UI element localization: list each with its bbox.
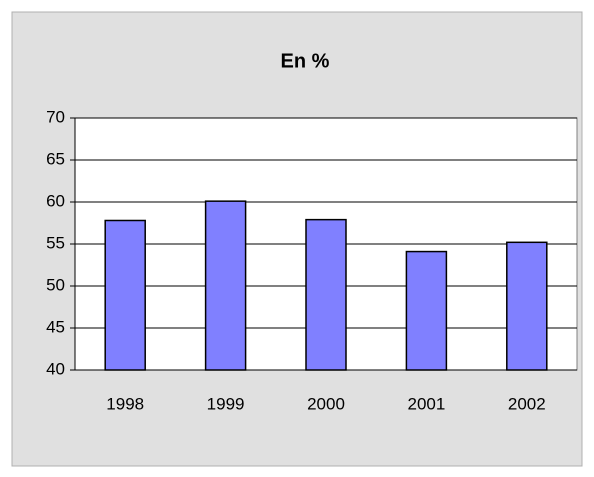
x-tick-label: 1999 [207, 394, 245, 413]
y-tick-label: 45 [46, 317, 65, 336]
bar [104, 219, 146, 371]
y-tick-label: 60 [46, 191, 65, 210]
x-tick-label: 1998 [106, 394, 144, 413]
x-tick-label: 2001 [407, 394, 445, 413]
chart-title: En % [281, 50, 330, 72]
bar [204, 200, 247, 371]
y-tick-label: 50 [46, 275, 65, 294]
x-tick-label: 2000 [307, 394, 345, 413]
y-tick-label: 65 [46, 149, 65, 168]
x-tick-label: 2002 [508, 394, 546, 413]
y-tick-label: 40 [46, 359, 65, 378]
bar [305, 218, 347, 371]
bar [405, 250, 448, 371]
y-tick-label: 55 [46, 233, 65, 252]
bar [506, 241, 548, 371]
y-tick-label: 70 [46, 107, 65, 126]
